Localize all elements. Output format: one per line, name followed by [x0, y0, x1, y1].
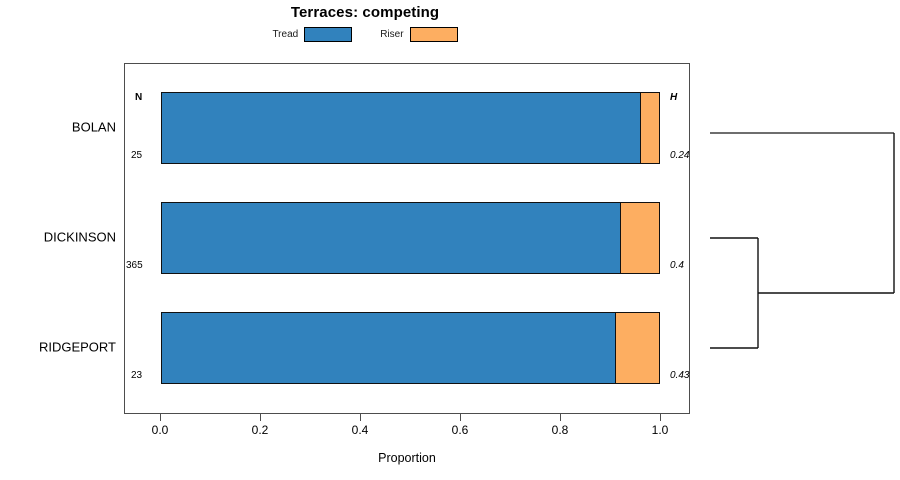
bar-segment-riser [639, 92, 660, 164]
bar-segment-tread [161, 312, 616, 384]
table-row [161, 92, 661, 164]
legend-label-riser: Riser [380, 29, 404, 40]
legend-swatch-riser [409, 27, 458, 42]
y-axis-label-dickinson: DICKINSON [43, 229, 116, 245]
x-axis-tick [160, 414, 161, 421]
dendrogram [700, 63, 900, 414]
table-row [161, 312, 661, 384]
x-axis-tick [360, 414, 361, 421]
y-axis-label-ridgeport: RIDGEPORT [38, 339, 116, 355]
n-value-bolan: 25 [131, 150, 143, 161]
x-axis-tick [560, 414, 561, 421]
plot-panel: N H 25 0.24 365 0.4 23 0.43 [124, 63, 690, 414]
x-axis-tick-label: 0.8 [551, 423, 569, 437]
dendrogram-svg [710, 132, 895, 349]
legend-label-tread: Tread [272, 29, 299, 40]
legend-item-tread: Tread [272, 27, 353, 42]
x-axis-tick [660, 414, 661, 421]
chart-legend: Tread Riser [0, 27, 730, 42]
n-value-dickinson: 365 [126, 260, 143, 271]
bar-segment-riser [619, 202, 660, 274]
bar-segment-tread [161, 92, 641, 164]
table-row [161, 202, 661, 274]
y-axis-label-bolan: BOLAN [71, 119, 116, 135]
x-axis-tick-label: 0.2 [251, 423, 269, 437]
n-value-ridgeport: 23 [131, 370, 143, 381]
x-axis-tick [460, 414, 461, 421]
h-value-ridgeport: 0.43 [670, 370, 690, 381]
h-value-dickinson: 0.4 [670, 260, 684, 271]
x-axis-tick-label: 0.0 [151, 423, 169, 437]
bar-segment-tread [161, 202, 621, 274]
n-column-header: N [135, 92, 143, 103]
x-axis-title: Proportion [378, 451, 436, 465]
plot-area: N H 25 0.24 365 0.4 23 0.43 [125, 64, 689, 413]
x-axis-tick [260, 414, 261, 421]
x-axis-tick-label: 0.6 [451, 423, 469, 437]
legend-swatch-tread [304, 27, 353, 42]
chart-title: Terraces: competing [290, 4, 440, 21]
legend-item-riser: Riser [380, 27, 458, 42]
bar-segment-riser [614, 312, 660, 384]
h-value-bolan: 0.24 [670, 150, 690, 161]
y-axis-labels: BOLAN DICKINSON RIDGEPORT [0, 63, 124, 414]
x-axis: 0.0 0.2 0.4 0.6 0.8 1.0 Proportion [124, 414, 690, 474]
h-column-header: H [670, 92, 678, 103]
x-axis-tick-label: 1.0 [651, 423, 669, 437]
x-axis-tick-label: 0.4 [351, 423, 369, 437]
